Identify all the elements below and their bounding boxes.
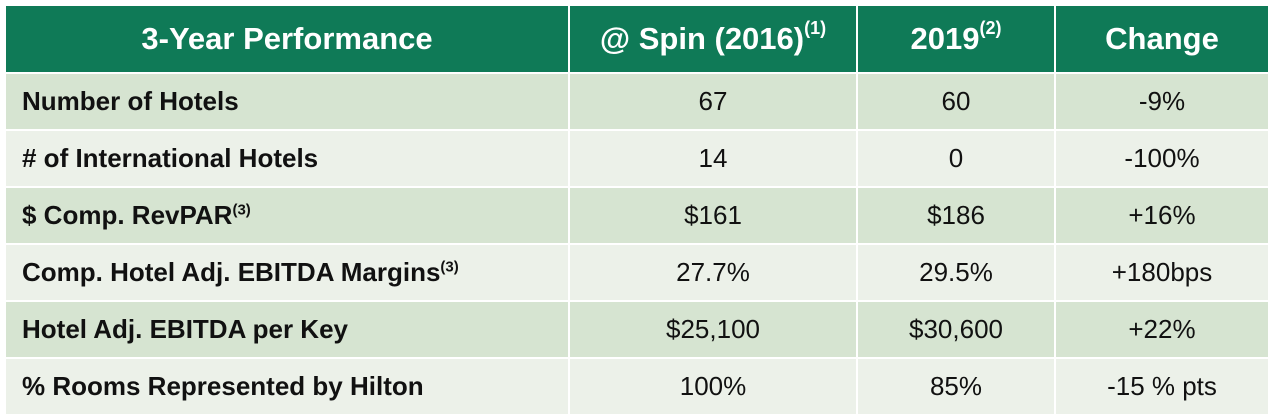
header-2019: 2019(2) <box>858 6 1054 72</box>
table-row: Comp. Hotel Adj. EBITDA Margins(3) 27.7%… <box>6 245 1268 300</box>
spin-value: 100% <box>570 359 856 414</box>
performance-table: 3-Year Performance @ Spin (2016)(1) 2019… <box>4 4 1270 416</box>
row-label: # of International Hotels <box>6 131 568 186</box>
header-spin-2016: @ Spin (2016)(1) <box>570 6 856 72</box>
change-value: -15 % pts <box>1056 359 1268 414</box>
spin-value: 67 <box>570 74 856 129</box>
change-value: -9% <box>1056 74 1268 129</box>
header-change: Change <box>1056 6 1268 72</box>
table-row: # of International Hotels 14 0 -100% <box>6 131 1268 186</box>
spin-value: $25,100 <box>570 302 856 357</box>
value-2019: 60 <box>858 74 1054 129</box>
row-label: Number of Hotels <box>6 74 568 129</box>
table-row: % Rooms Represented by Hilton 100% 85% -… <box>6 359 1268 414</box>
header-row: 3-Year Performance @ Spin (2016)(1) 2019… <box>6 6 1268 72</box>
change-value: +180bps <box>1056 245 1268 300</box>
spin-value: $161 <box>570 188 856 243</box>
row-label: Comp. Hotel Adj. EBITDA Margins(3) <box>6 245 568 300</box>
footnote-marker: (2) <box>979 17 1002 38</box>
value-2019: $186 <box>858 188 1054 243</box>
performance-table-container: 3-Year Performance @ Spin (2016)(1) 2019… <box>4 4 1268 416</box>
spin-value: 27.7% <box>570 245 856 300</box>
value-2019: $30,600 <box>858 302 1054 357</box>
change-value: +16% <box>1056 188 1268 243</box>
value-2019: 29.5% <box>858 245 1054 300</box>
change-value: +22% <box>1056 302 1268 357</box>
footnote-marker: (3) <box>232 201 251 219</box>
row-label: Hotel Adj. EBITDA per Key <box>6 302 568 357</box>
change-value: -100% <box>1056 131 1268 186</box>
table-row: Number of Hotels 67 60 -9% <box>6 74 1268 129</box>
row-label: $ Comp. RevPAR(3) <box>6 188 568 243</box>
header-metric: 3-Year Performance <box>6 6 568 72</box>
row-label: % Rooms Represented by Hilton <box>6 359 568 414</box>
footnote-marker: (3) <box>440 258 459 276</box>
table-row: Hotel Adj. EBITDA per Key $25,100 $30,60… <box>6 302 1268 357</box>
value-2019: 0 <box>858 131 1054 186</box>
value-2019: 85% <box>858 359 1054 414</box>
table-row: $ Comp. RevPAR(3) $161 $186 +16% <box>6 188 1268 243</box>
footnote-marker: (1) <box>804 17 827 38</box>
spin-value: 14 <box>570 131 856 186</box>
